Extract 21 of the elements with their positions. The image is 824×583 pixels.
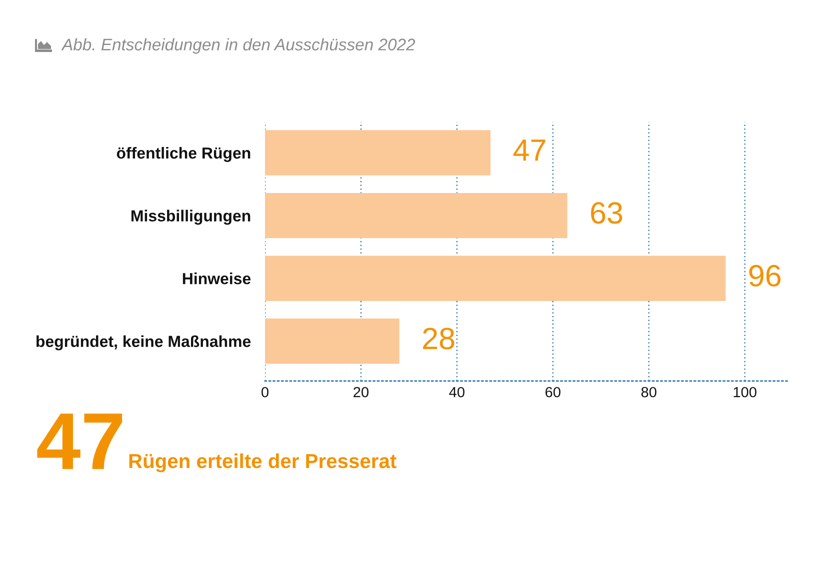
- data-label: 47: [513, 140, 546, 161]
- x-tick-label: 40: [449, 386, 464, 398]
- y-tick-label: Missbilligungen: [132, 210, 250, 225]
- x-tick-label: 0: [262, 386, 268, 398]
- bar: [265, 192, 568, 238]
- data-label: 63: [591, 202, 622, 224]
- data-label: 96: [749, 264, 780, 287]
- chart-title: Abb. Entscheidungen in den Ausschüssen 2022: [61, 38, 416, 54]
- bar: [265, 256, 726, 301]
- x-tick-label: 100: [734, 386, 756, 398]
- x-tick-label: 60: [546, 386, 560, 398]
- text: 47: [37, 414, 122, 469]
- bar: [265, 318, 400, 364]
- x-tick-label: 80: [641, 386, 656, 398]
- y-tick-label: öffentliche Rügen: [116, 146, 250, 162]
- data-label: 28: [423, 328, 454, 350]
- x-tick-label: 20: [354, 386, 369, 398]
- text: Rügen erteilte der Presserat: [129, 453, 396, 472]
- bar: [265, 130, 491, 176]
- y-tick-label: begründet, keine Maßnahme: [36, 335, 251, 350]
- y-tick-label: Hinweise: [182, 272, 251, 284]
